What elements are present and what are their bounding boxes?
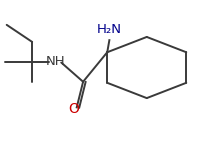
Text: NH: NH	[46, 55, 65, 68]
Text: O: O	[68, 102, 79, 116]
Text: H₂N: H₂N	[97, 23, 122, 36]
